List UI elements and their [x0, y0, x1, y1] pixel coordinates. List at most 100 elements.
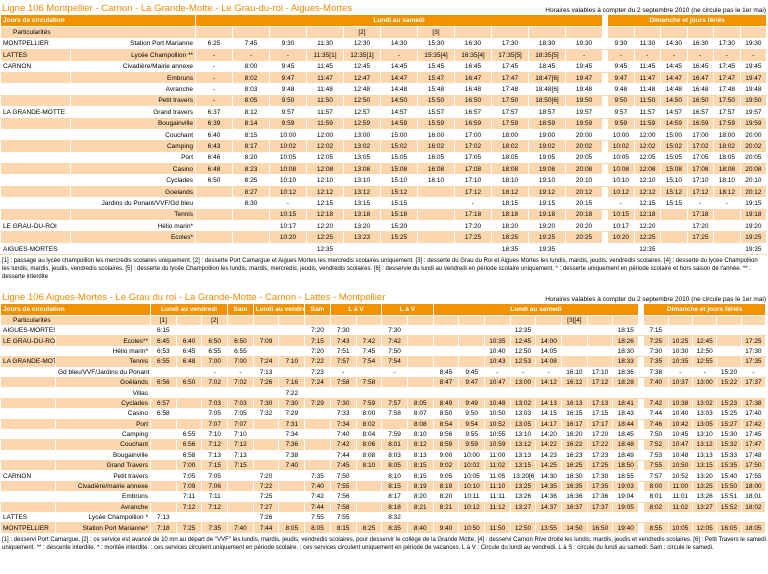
time-cell: 17:50 — [740, 460, 767, 472]
time-cell: 9:55 — [458, 428, 485, 441]
table-row: Petit travers -8:05 9:50 11:50 12:50 14:50 15:… — [0, 94, 768, 108]
time-cell — [586, 387, 614, 399]
time-cell: 20:02 — [564, 140, 604, 153]
time-cell: 8:02 — [355, 418, 383, 430]
time-cell — [278, 335, 306, 347]
time-cell: 7:56 — [329, 491, 357, 503]
validity-note: Horaires valables à compter du 2 septemb… — [545, 296, 766, 304]
time-cell — [660, 231, 688, 244]
particularites-label: Particularités — [0, 26, 196, 39]
table-row: Bougainville 6:58 7:13 7:13 7:38 7:44 8:08 8:03… — [0, 449, 767, 462]
time-cell: 8:23 — [232, 163, 270, 176]
time-cell: - — [329, 366, 357, 378]
note-cell — [528, 26, 566, 39]
note-cell — [483, 314, 511, 327]
time-cell: 8:20 — [232, 151, 270, 165]
table-row: Hélio marin* 6:53 6:45 6:55 6:55 7:20 7:51 7:45… — [0, 345, 767, 358]
day-group: Lundi au samedi — [432, 303, 640, 316]
time-cell: 15:12 — [660, 185, 688, 199]
time-cell: 17:57 — [491, 106, 529, 119]
time-cell: 19:45 — [739, 60, 768, 73]
time-cell: 7:03 — [201, 397, 229, 410]
time-cell — [713, 242, 741, 256]
time-cell: - — [195, 71, 233, 85]
gap — [602, 209, 608, 221]
time-cell: 18:15 — [612, 324, 640, 337]
time-cell: 18:59 — [528, 117, 566, 130]
time-cell: 17:35 — [740, 356, 767, 368]
time-cell: 7:35 — [201, 522, 229, 534]
time-cell: 6:55 — [201, 345, 229, 358]
time-cell: 8:06 — [355, 439, 383, 451]
time-cell — [417, 231, 455, 244]
day-group: Sam — [304, 303, 331, 316]
footnote: [1] : desservi Port Camargue, [2] : ce s… — [2, 536, 766, 551]
time-cell: 7:03 — [227, 397, 254, 410]
time-cell: 11:05 — [483, 470, 511, 482]
time-cell: 19:18 — [528, 208, 566, 222]
time-cell: 16:17 — [561, 418, 588, 430]
time-cell: 12:10 — [306, 174, 344, 187]
time-cell: 18:12 — [713, 185, 741, 199]
timetable: Jours de circulation Lundi au vendredi Sam… — [0, 303, 767, 534]
time-cell: 8:21 — [432, 501, 460, 514]
gap — [638, 303, 644, 316]
time-cell: 7:30 — [329, 324, 357, 337]
time-cell — [355, 480, 383, 493]
time-cell: 11:02 — [483, 460, 511, 472]
time-cell: 14:45 — [660, 60, 688, 73]
table-row: Particularités [1] [2] [3][4] — [0, 314, 767, 327]
time-cell — [150, 470, 177, 482]
time-cell: 18:44 — [612, 418, 640, 430]
time-cell — [458, 335, 485, 347]
time-cell — [278, 345, 306, 358]
note-cell — [633, 26, 662, 39]
time-cell: 17:20 — [586, 428, 614, 441]
time-cell: 14:37 — [535, 501, 563, 514]
time-cell: 7:31 — [278, 418, 306, 430]
table-row: Camping 6:43 8:17 10:02 12:02 13:02 15:02 16:02… — [0, 140, 768, 153]
time-cell: 19:59 — [564, 117, 604, 130]
time-cell: 19:03 — [612, 480, 640, 493]
time-cell: 13:03 — [509, 408, 537, 420]
stop-name: Camping — [55, 428, 151, 441]
gap — [602, 243, 608, 256]
time-cell: 17:05 — [686, 151, 715, 165]
time-cell — [406, 376, 434, 389]
gap — [638, 398, 644, 409]
time-cell: 10:05 — [607, 151, 635, 165]
time-cell: 11:10 — [483, 480, 511, 493]
gap — [638, 377, 644, 388]
note-cell — [667, 314, 693, 327]
time-cell — [667, 511, 693, 524]
time-cell: 15:40 — [716, 470, 742, 482]
town-name — [0, 231, 71, 244]
time-cell: 9:47 — [458, 376, 485, 389]
stop-name — [55, 324, 151, 337]
time-cell: 16:10 — [417, 174, 455, 187]
time-cell: 19:02 — [528, 140, 566, 153]
time-cell: 7:44 — [252, 522, 280, 534]
time-cell: 12:18 — [306, 208, 344, 222]
time-cell: 7:05 — [201, 408, 229, 420]
town-name — [0, 208, 71, 222]
time-cell — [175, 324, 203, 337]
time-cell: 10:11 — [458, 491, 485, 503]
time-cell: 8:03 — [381, 449, 408, 462]
timetable-title: Ligne 106 Montpellier - Carnon - La Gran… — [2, 3, 353, 14]
time-cell: 12:45 — [691, 335, 718, 347]
time-cell: 10:55 — [483, 428, 511, 441]
time-cell: 11:02 — [667, 501, 693, 514]
time-cell: 9:59 — [458, 439, 485, 451]
time-cell: 7:40 — [643, 376, 669, 389]
time-cell — [458, 387, 485, 399]
time-cell: 17:35[5] — [491, 49, 529, 62]
time-cell — [175, 366, 203, 378]
time-cell: 10:05 — [667, 522, 693, 534]
time-cell: 16:50 — [686, 94, 715, 108]
time-cell: 7:02 — [201, 376, 229, 389]
time-cell: 7:26 — [252, 511, 280, 524]
time-cell — [355, 366, 383, 378]
time-cell: 7:50 — [381, 345, 408, 358]
time-cell: 20:12 — [564, 185, 604, 199]
